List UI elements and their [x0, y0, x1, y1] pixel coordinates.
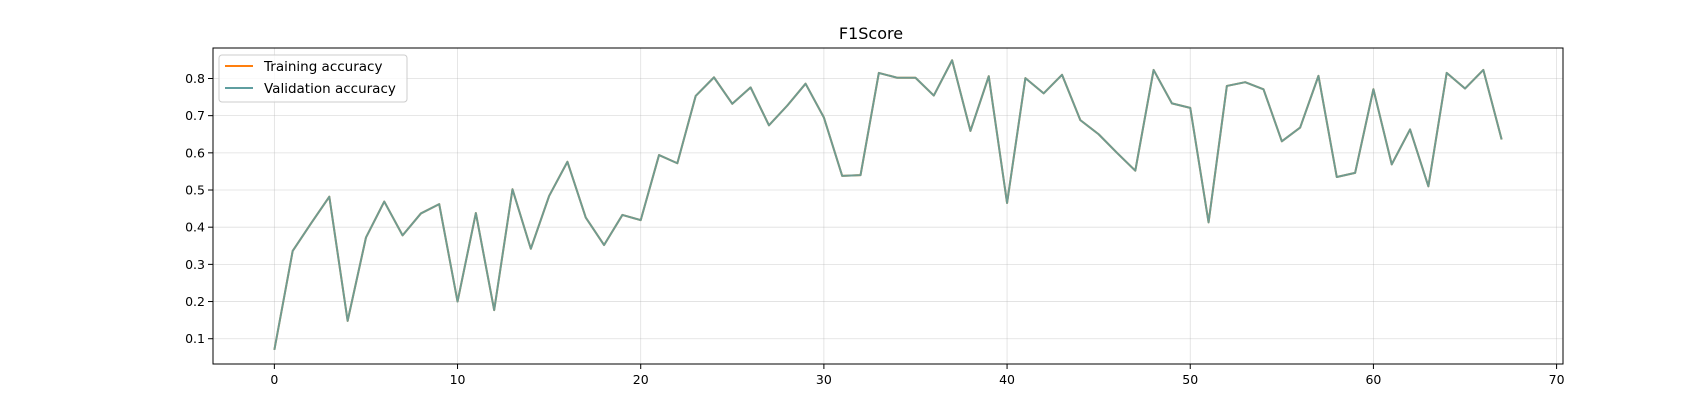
plot-area-frame [212, 47, 1564, 365]
chart-title: F1Score [839, 24, 903, 43]
y-grid [213, 78, 1563, 340]
legend-box [218, 54, 408, 103]
series-line-validation [273, 59, 1503, 351]
y-axis-ticks: 0.1 0.2 0.3 0.4 0.5 0.6 0.7 0.8 [185, 71, 213, 346]
y-tick-label: 0.6 [185, 145, 205, 160]
y-tick-label: 0.3 [185, 257, 205, 272]
legend: Training accuracy Validation accuracy [218, 54, 408, 103]
y-tick-label: 0.1 [185, 331, 205, 346]
x-tick-label: 30 [816, 372, 832, 387]
y-tick-label: 0.2 [185, 294, 205, 309]
legend-label: Validation accuracy [264, 81, 396, 97]
x-tick-label: 10 [450, 372, 466, 387]
y-tick-label: 0.8 [185, 71, 205, 86]
x-tick-label: 40 [999, 372, 1015, 387]
x-tick-label: 0 [270, 372, 278, 387]
legend-label: Training accuracy [263, 59, 382, 75]
y-tick-label: 0.7 [185, 108, 205, 123]
series-layer [273, 59, 1503, 351]
x-tick-label: 60 [1365, 372, 1381, 387]
x-axis-ticks: 0 10 20 30 40 50 60 70 [270, 364, 1565, 387]
y-tick-label: 0.4 [185, 220, 205, 235]
y-tick-label: 0.5 [185, 183, 205, 198]
x-tick-label: 20 [633, 372, 649, 387]
x-tick-label: 70 [1549, 372, 1565, 387]
x-tick-label: 50 [1182, 372, 1198, 387]
